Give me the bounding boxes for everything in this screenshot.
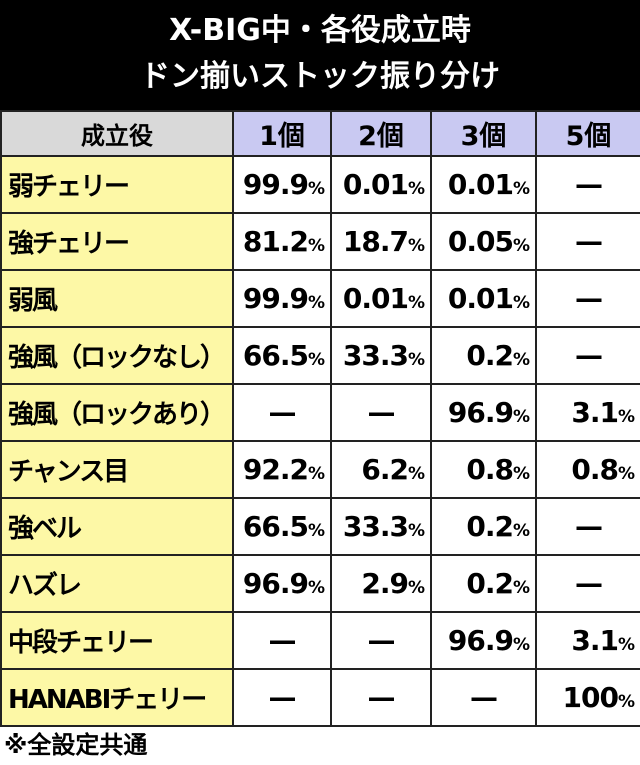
cell: 0.2% xyxy=(430,554,537,613)
table-row: 強チェリー 81.2% 18.7% 0.05% — xyxy=(0,212,640,271)
cell: — xyxy=(430,668,537,727)
footnote: ※全設定共通 xyxy=(4,731,148,759)
cell: 0.01% xyxy=(430,269,537,328)
cell: — xyxy=(535,554,640,613)
cell: — xyxy=(232,668,332,727)
row-label: HANABIチェリー xyxy=(0,668,234,727)
cell: 99.9% xyxy=(232,269,332,328)
cell: 99.9% xyxy=(232,155,332,214)
table-row: 弱風 99.9% 0.01% 0.01% — xyxy=(0,269,640,328)
table: 成立役 1個 2個 3個 5個 弱チェリー 99.9% 0.01% 0.01% — 強チェリー 81… xyxy=(0,110,640,727)
cell: 3.1% xyxy=(535,383,640,442)
title: ドン揃いストック振り分け xyxy=(140,59,500,94)
row-label: 弱チェリー xyxy=(0,155,234,214)
cell: 0.01% xyxy=(430,155,537,214)
table-row: HANABIチェリー — — —100% xyxy=(0,668,640,727)
cell: — xyxy=(330,383,432,442)
table-row: 強風（ロックなし） 66.5% 33.3% 0.2% — xyxy=(0,326,640,385)
cell: — xyxy=(330,668,432,727)
table-row: チャンス目 92.2% 6.2% 0.8% 0.8% xyxy=(0,440,640,499)
cell: 33.3% xyxy=(330,497,432,556)
cell: 3.1% xyxy=(535,611,640,670)
column-header: 5個 xyxy=(535,110,640,157)
cell: 0.8% xyxy=(430,440,537,499)
cell: — xyxy=(232,383,332,442)
cell: — xyxy=(535,326,640,385)
table-row: 中段チェリー — —96.9% 3.1% xyxy=(0,611,640,670)
row-label: 強風（ロックなし） xyxy=(0,326,234,385)
row-label: チャンス目 xyxy=(0,440,234,499)
cell: 2.9% xyxy=(330,554,432,613)
cell: 0.01% xyxy=(330,269,432,328)
header: X-BIG中・各役成立時 ドン揃いストック振り分け xyxy=(0,0,640,110)
cell: 96.9% xyxy=(430,383,537,442)
cell: — xyxy=(535,497,640,556)
row-label: 強ベル xyxy=(0,497,234,556)
cell: 100% xyxy=(535,668,640,727)
table-row: 強風（ロックあり） — —96.9% 3.1% xyxy=(0,383,640,442)
cell: — xyxy=(330,611,432,670)
cell: 92.2% xyxy=(232,440,332,499)
cell: — xyxy=(232,611,332,670)
cell: — xyxy=(535,269,640,328)
cell: 0.05% xyxy=(430,212,537,271)
row-label: 中段チェリー xyxy=(0,611,234,670)
cell: 0.01% xyxy=(330,155,432,214)
column-header: 1個 xyxy=(232,110,332,157)
row-label: 弱風 xyxy=(0,269,234,328)
row-label: 強チェリー xyxy=(0,212,234,271)
cell: 0.2% xyxy=(430,497,537,556)
table-body: 弱チェリー 99.9% 0.01% 0.01% — 強チェリー 81.2% 18.7% 0.05… xyxy=(0,155,640,727)
cell: 81.2% xyxy=(232,212,332,271)
column-header: 3個 xyxy=(430,110,537,157)
table-row: 強ベル 66.5% 33.3% 0.2% — xyxy=(0,497,640,556)
cell: — xyxy=(535,155,640,214)
header-row: 成立役 1個 2個 3個 5個 xyxy=(0,110,640,157)
cell: 0.2% xyxy=(430,326,537,385)
row-label: 強風（ロックあり） xyxy=(0,383,234,442)
table-row: ハズレ 96.9% 2.9% 0.2% — xyxy=(0,554,640,613)
cell: — xyxy=(535,212,640,271)
table-row: 弱チェリー 99.9% 0.01% 0.01% — xyxy=(0,155,640,214)
row-label: ハズレ xyxy=(0,554,234,613)
cell: 18.7% xyxy=(330,212,432,271)
cell: 0.8% xyxy=(535,440,640,499)
cell: 33.3% xyxy=(330,326,432,385)
column-header: 2個 xyxy=(330,110,432,157)
cell: 96.9% xyxy=(430,611,537,670)
title: X-BIG中・各役成立時 xyxy=(169,13,471,48)
cell: 96.9% xyxy=(232,554,332,613)
cell: 66.5% xyxy=(232,326,332,385)
cell: 6.2% xyxy=(330,440,432,499)
cell: 66.5% xyxy=(232,497,332,556)
column-header: 成立役 xyxy=(0,110,234,157)
